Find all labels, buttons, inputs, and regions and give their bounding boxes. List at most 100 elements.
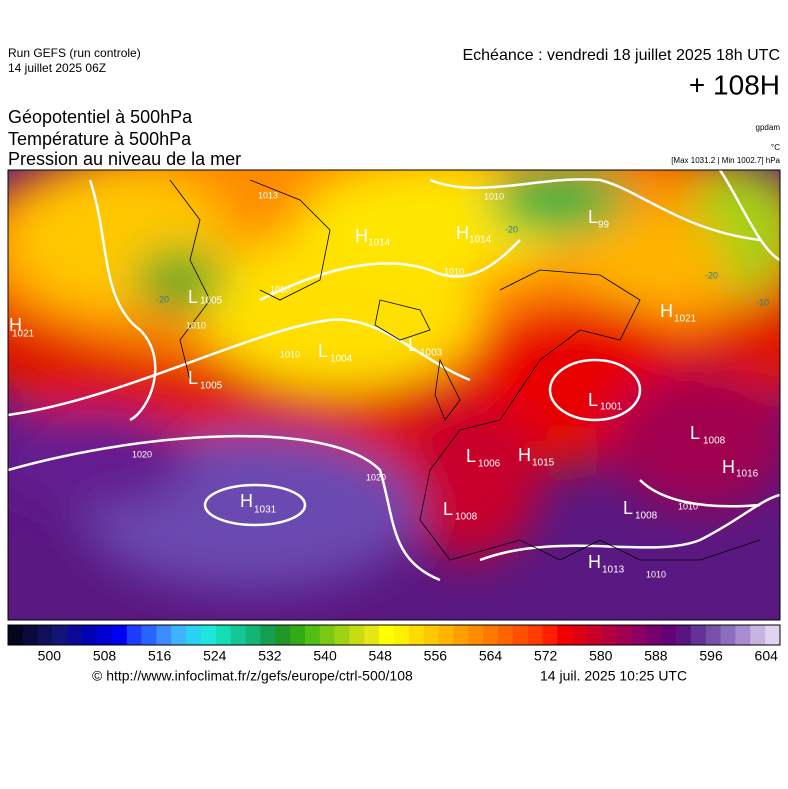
pressure-center-letter: L	[318, 341, 328, 361]
title: Géopotentiel à 500hPa	[8, 107, 193, 127]
colorbar-tick-label: 596	[699, 648, 723, 664]
colorbar-swatch	[290, 625, 306, 645]
colorbar-swatch	[705, 625, 721, 645]
map-frame	[7, 169, 781, 621]
isobar-label: 1010	[646, 569, 666, 579]
temperature-label: -20	[705, 270, 718, 280]
colorbar-swatch	[587, 625, 603, 645]
map: H 1014 H 1014 L 99 H 1021 L 1005 L 1004 …	[8, 170, 780, 620]
pressure-center-value: 1013	[602, 565, 625, 576]
colorbar-swatch	[82, 625, 98, 645]
pressure-center-letter: L	[188, 368, 198, 388]
colorbar-swatch	[304, 625, 321, 645]
colorbar-swatch	[97, 625, 113, 645]
pressure-center-value: 1016	[736, 469, 759, 480]
isobar-label: 1010	[270, 284, 290, 294]
colorbar-tick-label: 524	[203, 648, 227, 664]
colorbar-swatch	[171, 625, 187, 645]
isobar-label: 1010	[678, 501, 698, 511]
colorbar-swatch	[527, 625, 543, 645]
pressure-center-value: 1031	[254, 505, 277, 516]
colorbar-swatch	[601, 625, 617, 645]
colorbar-swatch	[245, 625, 261, 645]
colorbar-tick-label: 540	[313, 648, 337, 664]
temperature-label: -20	[156, 294, 169, 304]
pressure-center-letter: L	[588, 207, 598, 227]
title: Pression au niveau de la mer	[8, 149, 241, 169]
run-date: 14 juillet 2025 06Z	[8, 61, 106, 75]
pressure-center-letter: H	[588, 552, 601, 572]
colorbar-swatch	[735, 625, 751, 645]
colorbar-tick-label: 572	[534, 648, 558, 664]
colorbar-swatch	[483, 625, 499, 645]
colorbar-swatch	[67, 625, 83, 645]
unit: [Max 1031.2 | Min 1002.7] hPa	[671, 156, 780, 165]
isobar-label: 1010	[186, 320, 206, 330]
colorbar-tick-label: 516	[148, 648, 172, 664]
colorbar-swatch	[22, 625, 38, 645]
pressure-center-letter: H	[518, 445, 531, 465]
colorbar-tick-label: 556	[424, 648, 448, 664]
pressure-center-letter: L	[690, 423, 700, 443]
colorbar-swatch	[364, 625, 380, 645]
colorbar-tick-label: 604	[755, 648, 779, 664]
pressure-center-letter: L	[408, 335, 418, 355]
pressure-center-value: 1014	[368, 238, 391, 249]
valid-time: Echéance : vendredi 18 juillet 2025 18h …	[462, 47, 780, 64]
run-name: Run GEFS (run controle)	[8, 46, 141, 60]
colorbar-swatch	[468, 625, 484, 645]
colorbar-swatch	[201, 625, 217, 645]
pressure-center-value: 1001	[600, 402, 623, 413]
colorbar-swatch	[690, 625, 707, 645]
colorbar-frame	[7, 624, 781, 646]
pressure-center-value: 1015	[532, 458, 555, 469]
colorbar-swatch	[334, 625, 350, 645]
pressure-center-value: 99	[598, 220, 610, 231]
colorbar-swatch	[616, 625, 632, 645]
colorbar-swatch	[379, 625, 395, 645]
colorbar-swatch	[750, 625, 766, 645]
colorbar-swatch	[720, 625, 736, 645]
colorbar-swatch	[275, 625, 291, 645]
colorbar-tick-label: 548	[369, 648, 393, 664]
colorbar-swatch	[765, 625, 781, 645]
pressure-center-letter: H	[456, 223, 469, 243]
colorbar-swatch	[497, 625, 514, 645]
colorbar-swatch	[37, 625, 53, 645]
pressure-center-value: 1008	[703, 436, 726, 447]
generated-time: 14 juil. 2025 10:25 UTC	[540, 668, 687, 684]
colorbar-swatch	[676, 625, 692, 645]
pressure-center-value: 1014	[469, 235, 492, 246]
colorbar-swatch	[542, 625, 558, 645]
colorbar-tick-label: 588	[644, 648, 668, 664]
colorbar-swatch	[230, 625, 246, 645]
pressure-center-value: 1005	[200, 381, 223, 392]
colorbar-swatch	[572, 625, 588, 645]
isobar-label: 1020	[132, 449, 152, 459]
pressure-center-letter: L	[466, 446, 476, 466]
colorbar-tick-label: 508	[93, 648, 117, 664]
unit: gpdam	[756, 123, 781, 132]
colorbar-swatch	[438, 625, 454, 645]
colorbar-swatch	[156, 625, 172, 645]
pressure-center-letter: H	[9, 315, 22, 335]
colorbar-swatch	[8, 625, 24, 645]
source-url: © http://www.infoclimat.fr/z/gefs/europe…	[92, 668, 413, 684]
temperature-label: -10	[756, 297, 769, 307]
pressure-center-value: 1006	[478, 459, 501, 470]
pressure-center-value: 1004	[330, 354, 353, 365]
colorbar: 500 508 516 524 532 540 548 556 564 572 580 588 596 6…	[7, 624, 781, 664]
colorbar-swatch	[631, 625, 647, 645]
colorbar-swatch	[52, 625, 68, 645]
colorbar-tick-label: 532	[258, 648, 282, 664]
colorbar-tick-label: 500	[38, 648, 62, 664]
colorbar-swatch	[111, 625, 128, 645]
colorbar-swatch	[319, 625, 335, 645]
unit: °C	[771, 143, 780, 152]
pressure-center-value: 1008	[635, 511, 658, 522]
colorbar-swatch	[260, 625, 276, 645]
colorbar-swatch	[215, 625, 231, 645]
colorbar-tick-label: 564	[479, 648, 503, 664]
